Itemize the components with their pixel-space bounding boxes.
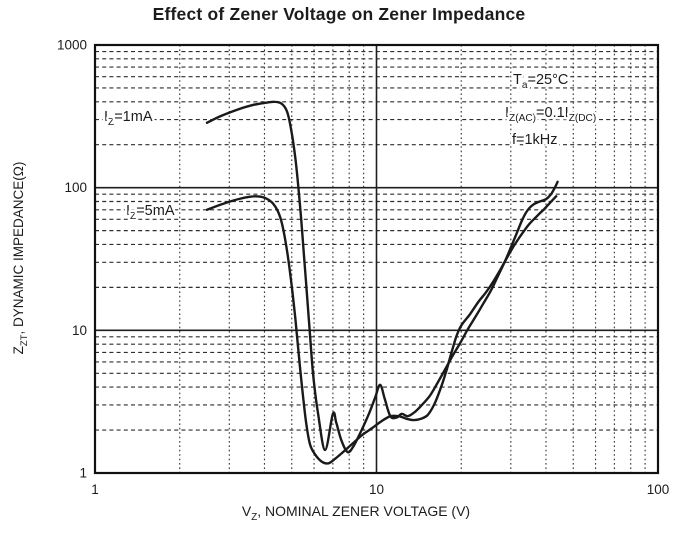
curve-label-5ma: IZ=5mA [126,203,175,222]
y-tick-label: 1000 [57,38,87,53]
curve-5ma [205,195,558,465]
y-tick-label: 1 [79,466,87,481]
curve-label-1ma: IZ=1mA [104,109,153,128]
x-axis-label: VZ, NOMINAL ZENER VOLTAGE (V) [242,503,470,523]
annotation-test-frequency: f=1kHz [512,132,558,148]
x-tick-label: 100 [647,482,670,497]
y-axis-label: ZZT, DYNAMIC IMPEDANCE(Ω) [11,162,30,355]
grid [95,45,658,473]
x-tick-label: 1 [91,482,99,497]
y-tick-label: 100 [64,180,87,195]
annotation-test-current-ratio: IZ(AC)=0.1IZ(DC) [505,105,596,124]
y-tick-label: 10 [72,323,87,338]
curve-1ma [205,100,559,454]
annotation-ambient-temperature: Ta=25°C [513,72,568,91]
chart-title: Effect of Zener Voltage on Zener Impedan… [152,4,526,24]
x-tick-label: 10 [369,482,384,497]
plot-border [93,43,660,475]
